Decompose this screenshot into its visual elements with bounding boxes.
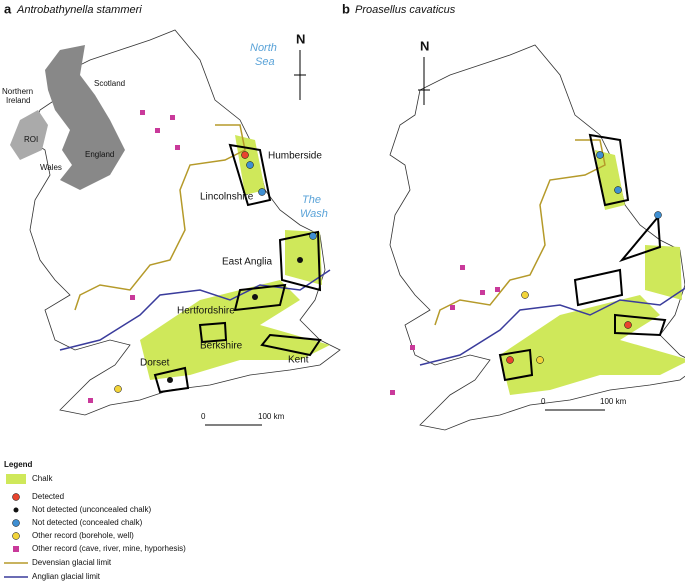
inset-label: Scotland [94,79,125,88]
legend-swatch [12,519,20,527]
scale-label: 100 km [258,412,285,421]
study-area [228,143,272,207]
legend-item: Devensian glacial limit [32,558,112,567]
species: Antrobathynella stammeri [16,4,142,16]
sea-label: The [302,194,321,206]
panel-letter: a [4,1,12,16]
panel-a: a Antrobathynella stammeri Humberside Li… [2,1,340,426]
legend-item: Other record (cave, river, mine, hyporhe… [32,544,186,553]
legend-item: Chalk [32,474,53,483]
legend-item: Not detected (concealed chalk) [32,518,143,527]
legend-swatch [13,507,19,513]
legend-item: Anglian glacial limit [32,572,101,581]
legend-swatch [12,493,20,501]
region-label: East Anglia [222,257,272,268]
legend-title: Legend [4,460,33,469]
inset-gb [45,45,125,190]
scale-label: 0 [541,397,546,406]
study-area [614,313,667,337]
legend-swatch [6,474,26,484]
study-area [260,333,322,357]
compass-n: N [420,38,429,53]
region-label: Lincolnshire [200,192,254,203]
sea-label: North [250,42,277,54]
study-area [498,348,534,382]
sea-label: Wash [300,208,328,220]
study-area [278,230,322,292]
study-area [588,133,630,207]
panel-b: b Proasellus cavaticus N 0 100 km [342,1,685,430]
region-label: Dorset [140,358,170,369]
study-area [573,268,624,307]
sample-points [114,151,317,393]
inset-label: ROI [24,135,38,144]
sea-label: Sea [255,56,275,68]
region-label: Berkshire [200,341,243,352]
inset-label: England [85,150,114,159]
compass-n: N [296,31,305,46]
records [88,110,180,403]
inset-label: Northern [2,87,33,96]
legend-item: Detected [32,492,64,501]
study-area [618,214,662,263]
region-label: Kent [288,355,309,366]
study-area [153,366,190,394]
legend-swatch [13,546,19,552]
study-area [233,283,287,312]
legend-item: Not detected (unconcealed chalk) [32,505,152,514]
sample-points [506,151,662,364]
region-label: Humberside [268,151,322,162]
study-area [198,321,228,344]
inset-label: Wales [40,163,62,172]
inset-ireland [10,110,48,160]
inset-label: Ireland [6,96,30,105]
legend-item: Other record (borehole, well) [32,531,134,540]
scale-label: 0 [201,412,206,421]
region-label: Hertfordshire [177,306,235,317]
species: Proasellus cavaticus [355,4,456,16]
legend-swatch [12,532,20,540]
records [390,265,500,395]
panel-letter: b [342,1,350,16]
legend: Legend Chalk Detected Not detected (unco… [4,460,186,581]
scale-label: 100 km [600,397,627,406]
